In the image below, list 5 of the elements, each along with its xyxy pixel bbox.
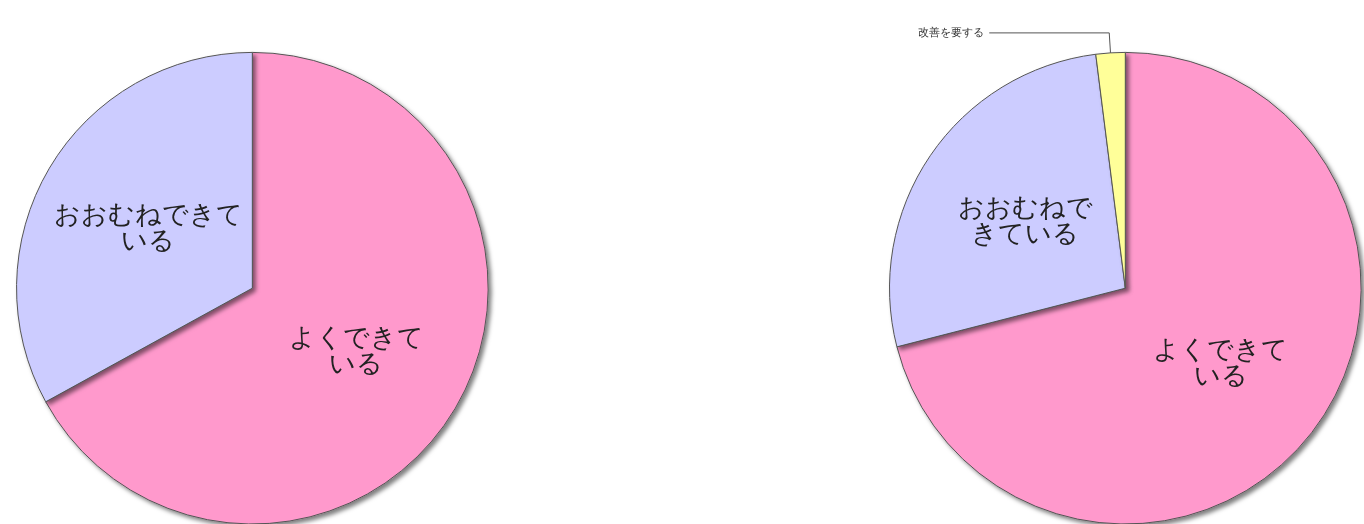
slice-label: よくできている	[288, 321, 424, 378]
slice-label: 改善を要する	[918, 26, 985, 40]
slice-label: よくできている	[1153, 334, 1289, 391]
slice-label: おおむねできている	[957, 192, 1093, 249]
slice-label: おおむねできている	[53, 198, 243, 255]
